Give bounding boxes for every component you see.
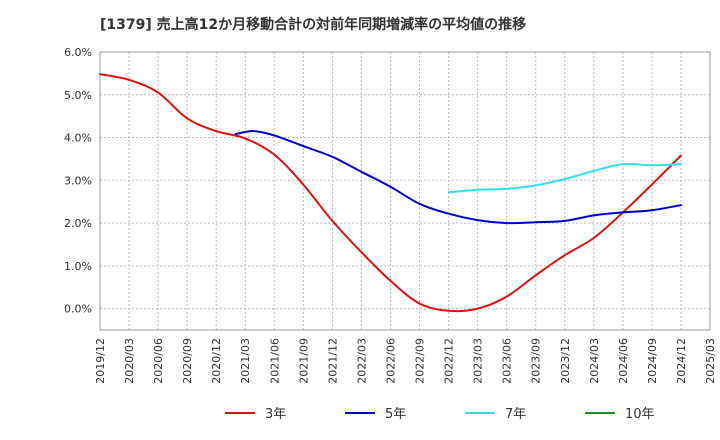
x-tick-label: 2021/06 (268, 338, 281, 384)
x-tick-label: 2023/06 (501, 338, 514, 384)
y-tick-label: 1.0% (64, 260, 92, 273)
x-tick-label: 2024/03 (588, 338, 601, 384)
x-tick-label: 2024/06 (617, 338, 630, 384)
y-axis: 0.0% 1.0% 2.0% 3.0% 4.0% 5.0% 6.0% (64, 46, 92, 316)
x-tick-label: 2023/03 (472, 338, 485, 384)
y-tick-label: 2.0% (64, 217, 92, 230)
x-tick-label: 2022/06 (384, 338, 397, 384)
x-tick-label: 2024/12 (675, 338, 688, 384)
x-tick-label: 2021/12 (326, 338, 339, 384)
series-line-2 (447, 162, 682, 194)
x-tick-label: 2023/12 (559, 338, 572, 384)
grid (100, 51, 710, 330)
x-tick-label: 2021/03 (239, 338, 252, 384)
x-axis: 2019/12 2020/03 2020/06 2020/09 2020/12 2021/… (94, 338, 717, 384)
legend-label-0: 3年 (265, 407, 286, 422)
x-tick-label: 2022/03 (355, 338, 368, 384)
x-tick-label: 2020/12 (210, 338, 223, 384)
chart-title: [1379] 売上高12か月移動合計の対前年同期増減率の平均値の推移 (100, 17, 527, 33)
x-tick-label: 2020/03 (123, 338, 136, 384)
x-tick-label: 2020/06 (152, 338, 165, 384)
y-tick-label: 5.0% (64, 89, 92, 102)
x-tick-label: 2019/12 (94, 338, 107, 384)
legend-label-3: 10年 (625, 407, 655, 422)
legend-label-2: 7年 (505, 407, 526, 422)
legend-label-1: 5年 (385, 407, 406, 422)
x-tick-label: 2023/09 (530, 338, 543, 384)
x-tick-label: 2020/09 (181, 338, 194, 384)
x-tick-label: 2022/09 (414, 338, 427, 384)
y-tick-label: 4.0% (64, 132, 92, 145)
series-group (99, 73, 682, 313)
y-tick-label: 0.0% (64, 303, 92, 316)
x-tick-label: 2024/09 (646, 338, 659, 384)
plot-frame (99, 51, 711, 331)
x-tick-label: 2022/12 (443, 338, 456, 384)
legend: 3年 5年 7年 10年 (225, 407, 655, 422)
x-tick-label: 2025/03 (704, 338, 717, 384)
y-tick-label: 6.0% (64, 46, 92, 59)
x-tick-label: 2021/09 (297, 338, 310, 384)
y-tick-label: 3.0% (64, 174, 92, 187)
series-line-0 (99, 73, 682, 313)
series-line-1 (234, 129, 682, 225)
